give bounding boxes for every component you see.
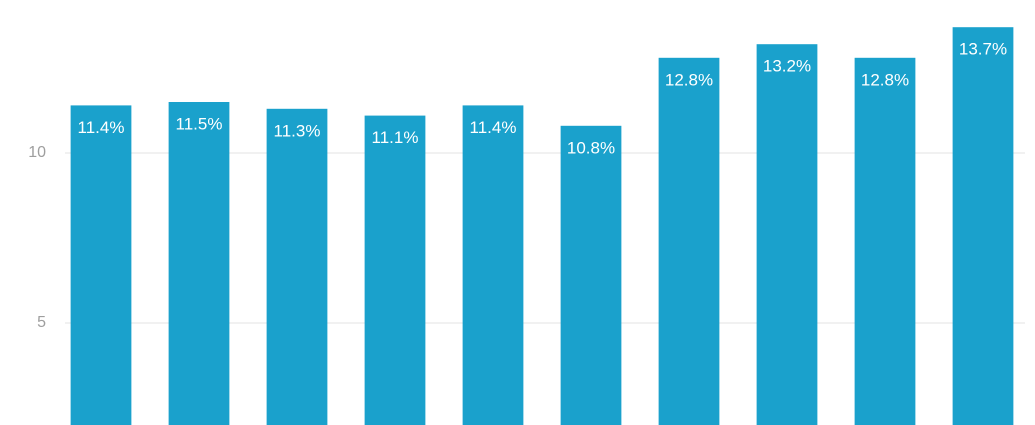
bar bbox=[854, 57, 916, 425]
value-label: 12.8% bbox=[665, 70, 713, 89]
value-label: 13.2% bbox=[763, 57, 811, 76]
value-label: 13.7% bbox=[959, 40, 1007, 59]
value-label: 12.8% bbox=[861, 70, 909, 89]
value-label: 11.4% bbox=[78, 118, 125, 137]
bar bbox=[560, 125, 622, 425]
y-tick-label: 5 bbox=[37, 314, 46, 331]
bar bbox=[658, 57, 720, 425]
bar bbox=[952, 27, 1014, 425]
bar bbox=[756, 44, 818, 425]
value-label: 11.4% bbox=[470, 118, 517, 137]
value-label: 11.3% bbox=[274, 121, 321, 140]
value-label: 10.8% bbox=[567, 138, 615, 157]
value-label: 11.5% bbox=[176, 114, 223, 133]
value-label: 11.1% bbox=[372, 128, 419, 147]
bar bbox=[168, 102, 230, 425]
bar bbox=[266, 108, 328, 425]
y-tick-label: 10 bbox=[28, 144, 46, 161]
bar bbox=[462, 105, 524, 425]
bar bbox=[70, 105, 132, 425]
bar bbox=[364, 115, 426, 425]
